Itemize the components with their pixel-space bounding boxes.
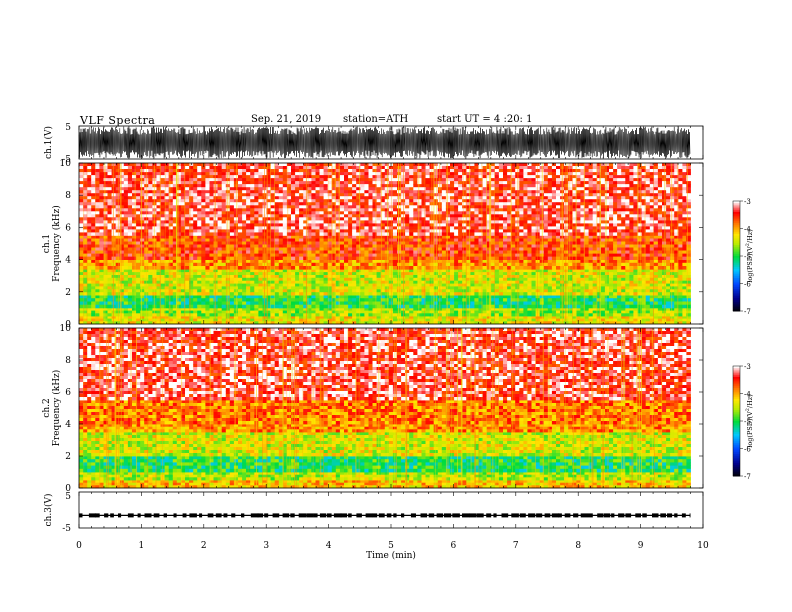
ch1-ytick-label: 6	[65, 223, 71, 233]
x-tick-label: 6	[451, 541, 457, 551]
ch1-ytick-label: 10	[60, 159, 72, 169]
ch1-ytick-label: 0	[65, 320, 71, 330]
ch1-ylabel: ch.1(V)	[43, 126, 54, 159]
station-label: station=ATH	[343, 114, 409, 125]
ch1-waveform-line	[78, 126, 691, 159]
ch3-ylabel: ch.3(V)	[43, 494, 54, 527]
ch2-ytick-label: 8	[65, 356, 71, 366]
ch1-ytick-label: -5	[62, 155, 71, 165]
ch1-ylabel-channel: ch.1	[42, 234, 52, 253]
ch2-ytick-label: 2	[65, 452, 71, 462]
ch2-spectrogram	[79, 328, 691, 489]
x-tick-label: 3	[263, 541, 269, 551]
x-tick-label: 4	[326, 541, 332, 551]
colorbar-tick-label: -3	[744, 363, 751, 371]
ch2-ylabel-frequency: Frequency (kHz)	[51, 370, 62, 447]
ch1-ytick-label: 5	[65, 123, 71, 133]
ch1-spectrogram	[79, 163, 691, 325]
ch1-ytick-label: 2	[65, 288, 71, 298]
x-tick-label: 5	[388, 541, 394, 551]
colorbar-label: log(PSD)(V2/Hz)	[745, 394, 754, 448]
colorbar-tick-label: -5	[744, 418, 751, 426]
ch3-ytick-label: -5	[62, 524, 71, 534]
x-tick-label: 0	[76, 541, 82, 551]
x-tick-label: 1	[139, 541, 145, 551]
ch2-ytick-label: 0	[65, 484, 71, 494]
ch1-ytick-label: 8	[65, 191, 71, 201]
colorbar-tick-label: -7	[744, 308, 751, 316]
colorbar-tick-label: -3	[744, 198, 751, 206]
x-tick-label: 7	[513, 541, 519, 551]
colorbar-tick-label: -6	[744, 281, 751, 289]
ch2-ytick-label: 10	[60, 324, 72, 334]
date-label: Sep. 21, 2019	[251, 114, 322, 125]
figure-title: VLF Spectra	[80, 114, 156, 127]
ch2-ytick-label: 4	[65, 420, 71, 430]
ch1-ytick-label: 4	[65, 256, 71, 266]
ch3-ytick-label: 5	[65, 492, 71, 502]
x-tick-label: 8	[575, 541, 581, 551]
ch1-ylabel-frequency: Frequency (kHz)	[51, 205, 62, 282]
ch3-waveform-frame	[78, 491, 704, 529]
x-axis-label: Time (min)	[366, 550, 416, 561]
ch2-ytick-label: 6	[65, 388, 71, 398]
colorbar-tick-label: -6	[744, 446, 751, 454]
colorbar-tick-label: -7	[744, 473, 751, 481]
colorbar-tick-label: -4	[744, 226, 751, 234]
x-tick-label: 2	[201, 541, 207, 551]
colorbar-tick-label: -5	[744, 253, 751, 261]
ch2-ylabel-channel: ch.2	[42, 398, 52, 417]
colorbar-tick-label: -4	[744, 391, 751, 399]
x-tick-label: 10	[697, 541, 709, 551]
colorbar-label: log(PSD)(V2/Hz)	[745, 229, 754, 283]
x-tick-label: 9	[638, 541, 644, 551]
start-time-label: start UT = 4 :20: 1	[437, 114, 533, 125]
